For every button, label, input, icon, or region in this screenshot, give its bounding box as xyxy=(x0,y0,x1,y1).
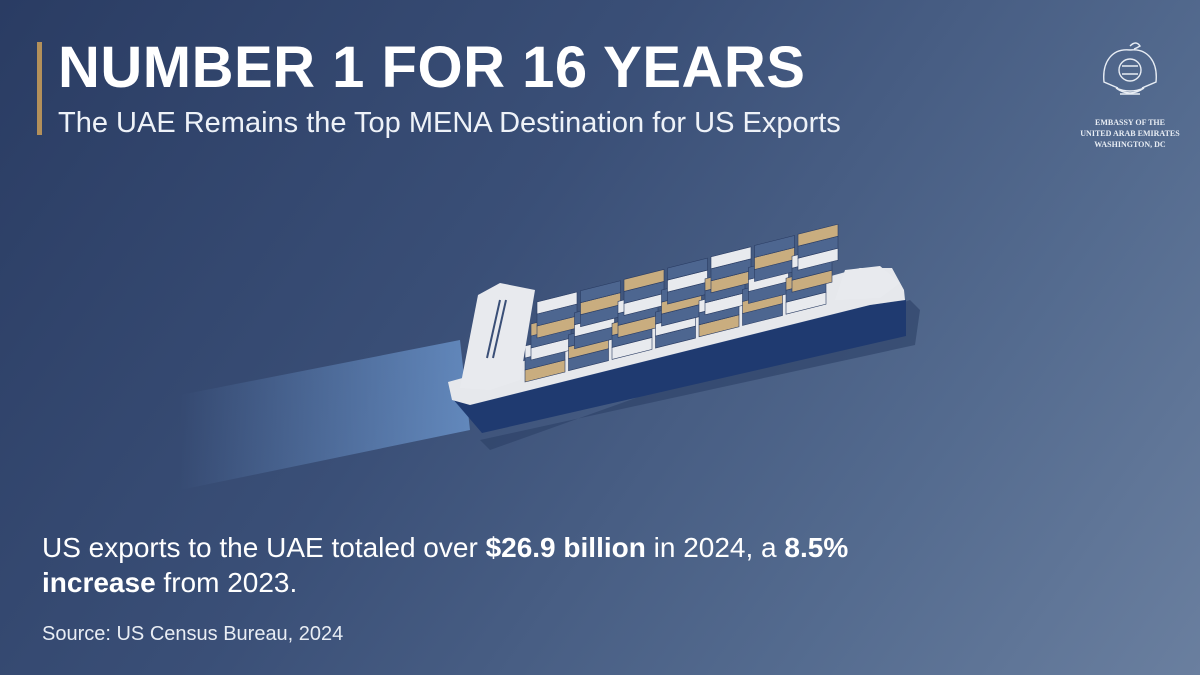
container xyxy=(754,235,795,258)
accent-bar xyxy=(37,42,42,135)
source-note: Source: US Census Bureau, 2024 xyxy=(42,623,344,645)
logo-line-3: WASHINGTON, DC xyxy=(1094,140,1166,149)
logo-line-2: UNITED ARAB EMIRATES xyxy=(1080,129,1180,138)
uae-eagle-emblem-icon xyxy=(1103,42,1157,95)
containers xyxy=(524,223,839,383)
ship-wake xyxy=(180,340,470,490)
increase-word: increase xyxy=(42,567,156,598)
container xyxy=(536,291,578,315)
body-text-part: in 2024, a xyxy=(645,532,785,563)
container xyxy=(623,269,665,292)
ship-bow xyxy=(835,266,900,300)
page-subtitle: The UAE Remains the Top MENA Destination… xyxy=(58,107,841,139)
container xyxy=(797,223,839,247)
container xyxy=(667,257,708,281)
body-text: US exports to the UAE totaled over $26.9… xyxy=(42,530,942,600)
increase-percent: 8.5% xyxy=(784,532,849,563)
container xyxy=(710,246,752,270)
body-text-part: from 2023. xyxy=(155,567,298,598)
body-text-part: US exports to the UAE totaled over xyxy=(42,532,486,563)
page-title: NUMBER 1 FOR 16 YEARS xyxy=(58,35,806,100)
embassy-logo: EMBASSY OF THE UNITED ARAB EMIRATES WASH… xyxy=(1080,38,1180,150)
logo-line-1: EMBASSY OF THE xyxy=(1095,118,1165,127)
container xyxy=(580,280,621,304)
ship-hull xyxy=(452,300,906,433)
export-amount: $26.9 billion xyxy=(485,532,646,563)
